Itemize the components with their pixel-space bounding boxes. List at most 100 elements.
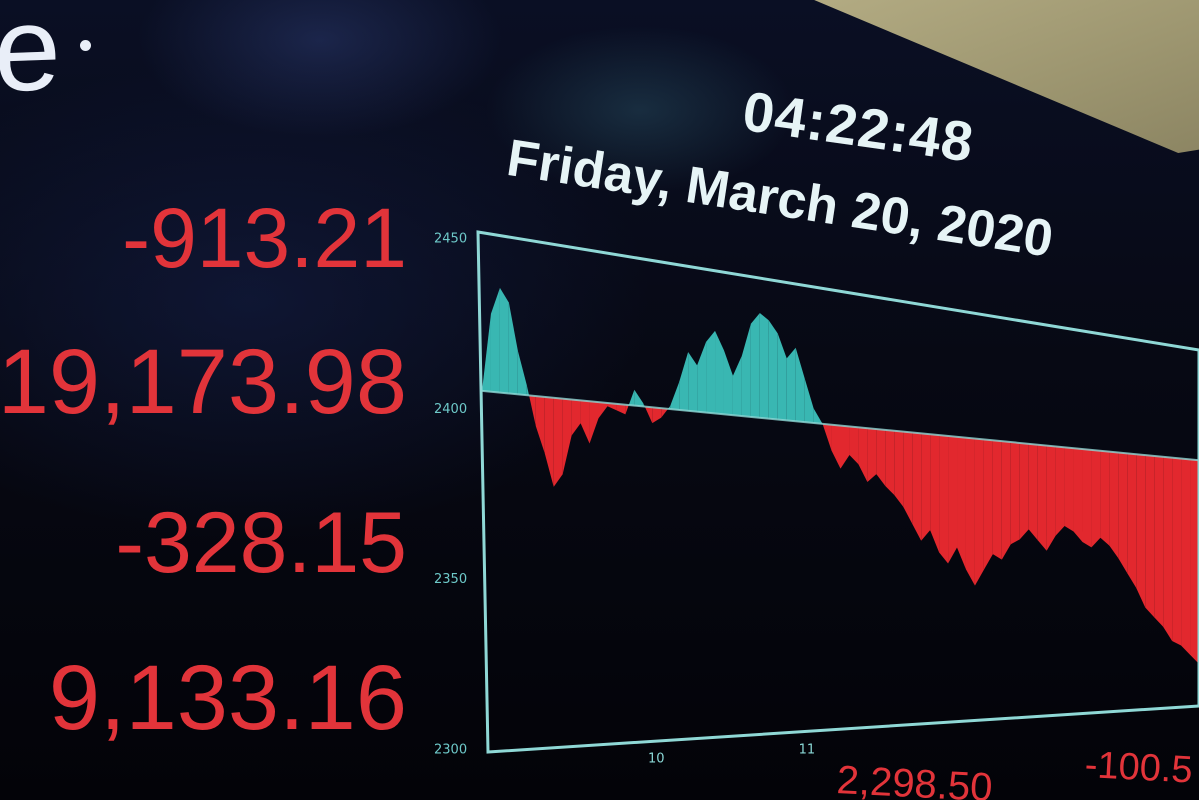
negative-area-segment xyxy=(553,397,563,487)
positive-area-segment xyxy=(777,333,787,421)
negative-area-segment xyxy=(1055,446,1065,536)
index-value-2: 9,133.16 xyxy=(48,647,407,749)
positive-area-segment xyxy=(813,408,823,424)
negative-area-segment xyxy=(974,438,984,586)
negative-area-segment xyxy=(983,439,993,570)
negative-area-segment xyxy=(598,402,608,419)
chart-baseline xyxy=(481,389,1199,462)
negative-area-segment xyxy=(992,440,1002,560)
positive-area-segment xyxy=(786,347,796,422)
negative-area-segment xyxy=(921,433,931,541)
positive-area-segment xyxy=(490,287,500,393)
negative-area-segment xyxy=(1136,454,1146,608)
negative-area-segment xyxy=(1010,442,1020,545)
negative-area-segment xyxy=(1082,449,1092,548)
y-axis-ticks: 2450 2400 2350 2300 xyxy=(434,232,467,758)
x-tick-label: 11 xyxy=(799,743,816,758)
negative-area-segment xyxy=(831,424,841,469)
negative-area-segment xyxy=(544,396,554,487)
negative-area-segment xyxy=(1046,445,1056,551)
positive-area-segment xyxy=(688,351,698,412)
negative-area-segment xyxy=(1064,447,1074,532)
negative-area-segment xyxy=(1118,452,1128,574)
positive-area-segment xyxy=(732,355,742,417)
positive-area-segment xyxy=(679,351,689,411)
negative-area-segment xyxy=(571,399,581,436)
negative-area-segment xyxy=(661,408,668,418)
bottom-value-a: 2,298.50 xyxy=(835,758,994,800)
positive-area-segment xyxy=(482,313,491,392)
negative-area-segment xyxy=(607,403,617,411)
negative-area-segment xyxy=(616,403,626,415)
negative-area-segment xyxy=(867,428,877,483)
positive-area-segment xyxy=(508,302,518,395)
negative-area-segment xyxy=(1127,453,1137,589)
negative-area-segment xyxy=(1073,448,1083,542)
negative-area-segment xyxy=(939,435,949,564)
negative-area-segment xyxy=(876,429,886,487)
negative-area-segment xyxy=(589,401,599,444)
negative-area-segment xyxy=(1163,456,1173,641)
bottom-value-b: -100.5 xyxy=(1083,744,1194,792)
negative-area-segment xyxy=(912,432,922,541)
negative-area-segment xyxy=(644,406,653,424)
negative-area-segment xyxy=(1145,455,1155,618)
positive-area-segment xyxy=(723,350,733,416)
negative-area-segment xyxy=(1109,451,1119,559)
negative-area-segment xyxy=(1091,449,1101,548)
negative-area-segment xyxy=(885,429,895,496)
negative-area-segment xyxy=(625,404,629,415)
negative-area-segment xyxy=(849,426,859,465)
y-tick-label: 2300 xyxy=(434,742,467,757)
positive-area-segment xyxy=(715,330,724,415)
negative-area-segment xyxy=(840,425,850,469)
negative-area-segment xyxy=(1172,457,1182,646)
negative-area-segment xyxy=(858,427,868,483)
negative-area-segment xyxy=(822,423,832,451)
logo-dot xyxy=(80,40,91,51)
positive-area-segment xyxy=(628,389,635,406)
negative-area-segment xyxy=(1028,443,1038,541)
negative-area-segment xyxy=(894,430,904,507)
y-tick-label: 2450 xyxy=(434,232,467,247)
negative-area-segment xyxy=(948,435,958,564)
positive-area-segment xyxy=(741,323,751,417)
negative-area-segment xyxy=(930,434,940,553)
chart-frame xyxy=(476,230,1199,754)
y-tick-label: 2400 xyxy=(434,402,467,417)
negative-area-segment xyxy=(965,437,975,586)
negative-area-segment xyxy=(1037,444,1047,551)
negative-area-segment xyxy=(957,436,966,570)
positive-area-segment xyxy=(526,385,530,396)
negative-area-segment xyxy=(535,396,545,454)
positive-area-segment xyxy=(750,313,760,418)
negative-area-segment xyxy=(529,395,536,426)
index-change-2: -328.15 xyxy=(115,495,407,591)
negative-area-segment xyxy=(1001,441,1011,560)
negative-area-segment xyxy=(903,431,913,524)
positive-area-segment xyxy=(795,347,805,423)
positive-area-segment xyxy=(768,320,778,420)
x-axis-ticks: 10 11 xyxy=(648,743,815,767)
negative-area-segment xyxy=(1154,455,1164,627)
positive-area-segment xyxy=(634,389,644,407)
negative-area-segment xyxy=(1019,442,1029,540)
negative-area-segment xyxy=(1181,458,1191,655)
negative-area-segment xyxy=(1190,459,1199,664)
negative-area-segment xyxy=(562,398,572,475)
positive-area-segment xyxy=(697,341,707,413)
x-tick-label: 10 xyxy=(648,752,665,767)
positive-area-segment xyxy=(706,330,716,414)
y-tick-label: 2350 xyxy=(434,572,467,587)
chart-area-fills xyxy=(482,287,1199,664)
index-value-1: 19,173.98 xyxy=(0,331,407,433)
positive-area-segment xyxy=(759,313,769,419)
negative-area-segment xyxy=(652,407,662,424)
negative-area-segment xyxy=(580,400,590,444)
positive-area-segment xyxy=(499,287,509,394)
positive-area-segment xyxy=(804,378,814,423)
positive-area-segment xyxy=(517,350,527,396)
positive-area-segment xyxy=(670,381,680,410)
